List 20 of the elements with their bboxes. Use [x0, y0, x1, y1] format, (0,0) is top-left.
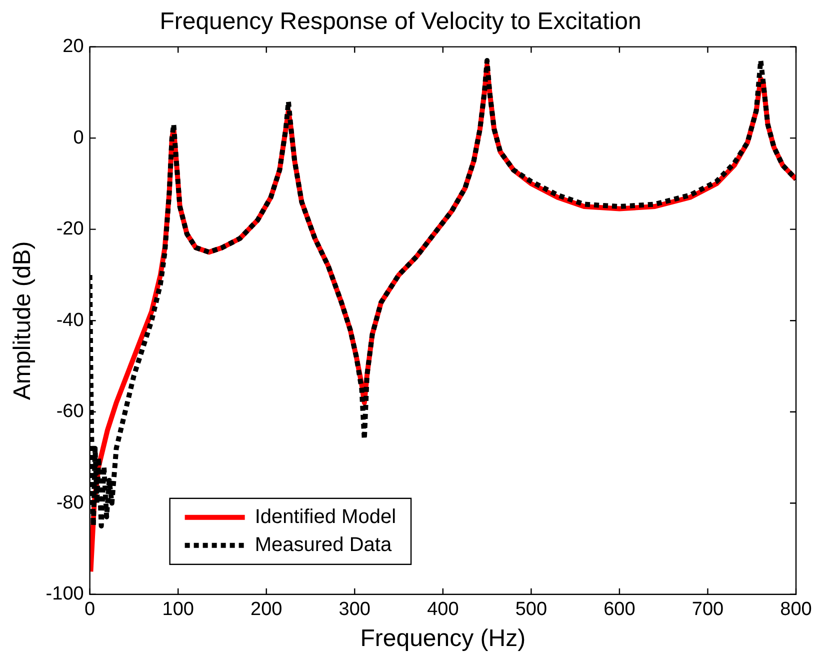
chart-title: Frequency Response of Velocity to Excitation [160, 8, 642, 36]
x-tick-label: 300 [338, 599, 370, 620]
x-tick-label: 500 [515, 599, 548, 620]
y-tick-label: -20 [56, 218, 84, 240]
x-tick-label: 800 [780, 599, 812, 620]
y-axis-title: Amplitude (dB) [9, 241, 36, 400]
legend-label: Identified Model [254, 506, 396, 528]
y-tick-label: -40 [56, 310, 84, 331]
x-tick-label: 200 [250, 599, 282, 620]
x-tick-label: 100 [162, 599, 194, 620]
x-tick-label: 700 [692, 599, 724, 620]
y-tick-label: -60 [56, 401, 84, 422]
legend-label: Measured Data [254, 534, 392, 556]
y-tick-label: 0 [73, 127, 84, 148]
x-axis-title: Frequency (Hz) [360, 625, 526, 652]
y-tick-label: -80 [56, 492, 84, 514]
y-tick-label: 20 [62, 36, 84, 58]
x-tick-label: 400 [427, 599, 459, 620]
x-tick-label: 600 [604, 599, 636, 620]
y-tick-label: -100 [46, 584, 84, 605]
